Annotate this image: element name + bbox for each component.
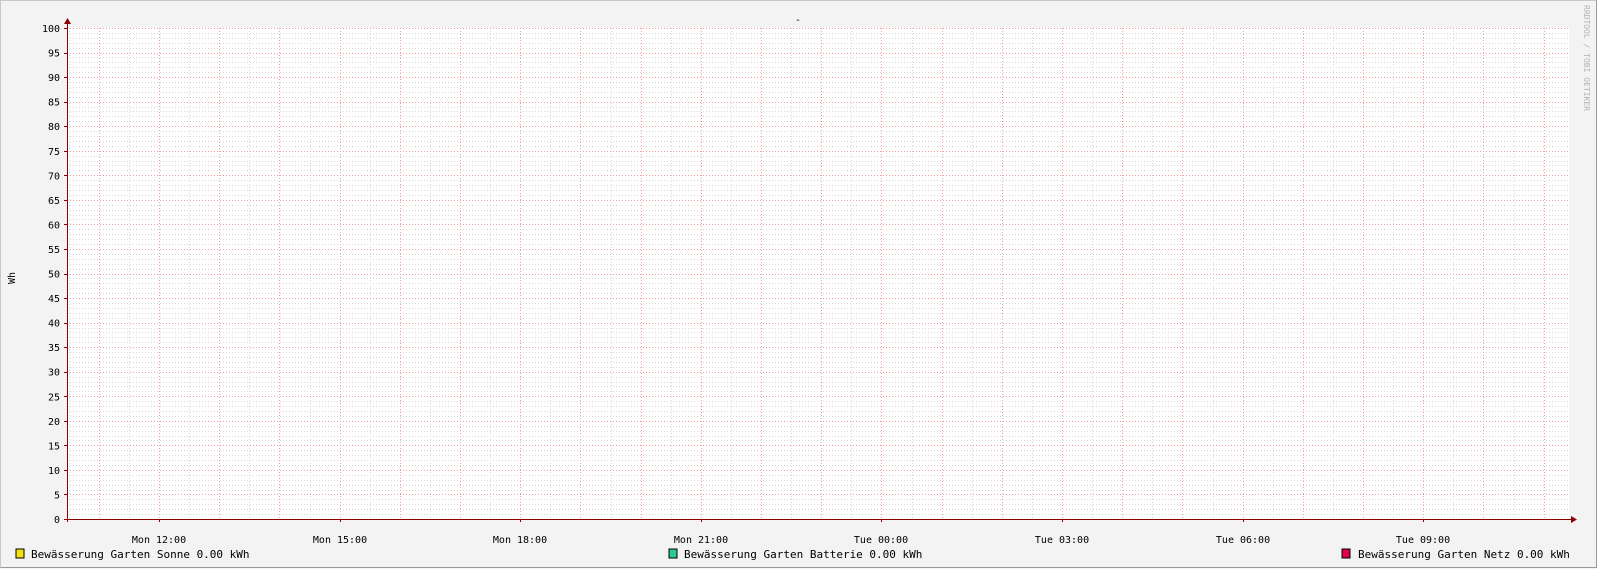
plot-background [67, 28, 1569, 519]
legend: Bewässerung Garten Sonne 0.00 kWh Bewäss… [15, 548, 1570, 561]
y-tick-label: 65 [48, 196, 60, 207]
y-tick-label: 50 [48, 270, 60, 281]
y-tick-label: 55 [48, 245, 60, 256]
y-tick-label: 5 [54, 490, 60, 501]
x-axis-arrow [1571, 516, 1577, 523]
legend-item-sonne: Bewässerung Garten Sonne 0.00 kWh [15, 548, 250, 561]
x-tick-label: Mon 18:00 [493, 535, 547, 546]
y-axis-label: Wh [7, 272, 18, 284]
x-tick-labels: Mon 12:00 Mon 15:00 Mon 18:00 Mon 21:00 Tue … [132, 519, 1450, 546]
axis-layer [64, 18, 1577, 523]
y-tick-label: 95 [48, 49, 60, 60]
y-axis-arrow [64, 18, 71, 24]
legend-swatch-batterie [668, 548, 678, 559]
y-tick-label: 15 [48, 441, 60, 452]
y-tick-label: 85 [48, 98, 60, 109]
y-tick-label: 30 [48, 368, 60, 379]
legend-label-batterie: Bewässerung Garten Batterie 0.00 kWh [684, 548, 922, 561]
x-tick-label: Tue 06:00 [1216, 535, 1270, 546]
y-tick-label: 75 [48, 147, 60, 158]
legend-item-netz: Bewässerung Garten Netz 0.00 kWh [1341, 548, 1570, 561]
y-tick-label: 0 [54, 515, 60, 526]
x-tick-label: Mon 21:00 [674, 535, 728, 546]
y-tick-label: 10 [48, 466, 60, 477]
y-tick-label: 40 [48, 319, 60, 330]
x-tick-label: Mon 15:00 [313, 535, 367, 546]
y-tick-label: 80 [48, 122, 60, 133]
legend-item-batterie: Bewässerung Garten Batterie 0.00 kWh [668, 548, 922, 561]
grid-layer [67, 28, 1569, 519]
legend-swatch-sonne [15, 548, 25, 559]
y-tick-labels: 0 5 10 15 20 25 30 35 40 45 50 55 60 65 70 75 80 85 90 95 10… [42, 24, 67, 526]
y-tick-label: 100 [42, 24, 60, 35]
legend-label-netz: Bewässerung Garten Netz 0.00 kWh [1358, 548, 1570, 561]
legend-swatch-netz [1341, 548, 1351, 559]
x-tick-label: Tue 09:00 [1396, 535, 1450, 546]
y-tick-label: 90 [48, 73, 60, 84]
y-tick-label: 45 [48, 294, 60, 305]
watermark: RRDTOOL / TOBI OETIKER [1582, 5, 1591, 111]
y-tick-label: 35 [48, 343, 60, 354]
x-tick-label: Tue 00:00 [854, 535, 908, 546]
y-tick-label: 20 [48, 417, 60, 428]
x-tick-label: Mon 12:00 [132, 535, 186, 546]
y-tick-label: 60 [48, 220, 60, 231]
chart-title: - [795, 15, 801, 26]
y-tick-label: 70 [48, 171, 60, 182]
x-tick-label: Tue 03:00 [1035, 535, 1089, 546]
y-tick-label: 25 [48, 392, 60, 403]
legend-label-sonne: Bewässerung Garten Sonne 0.00 kWh [31, 548, 250, 561]
